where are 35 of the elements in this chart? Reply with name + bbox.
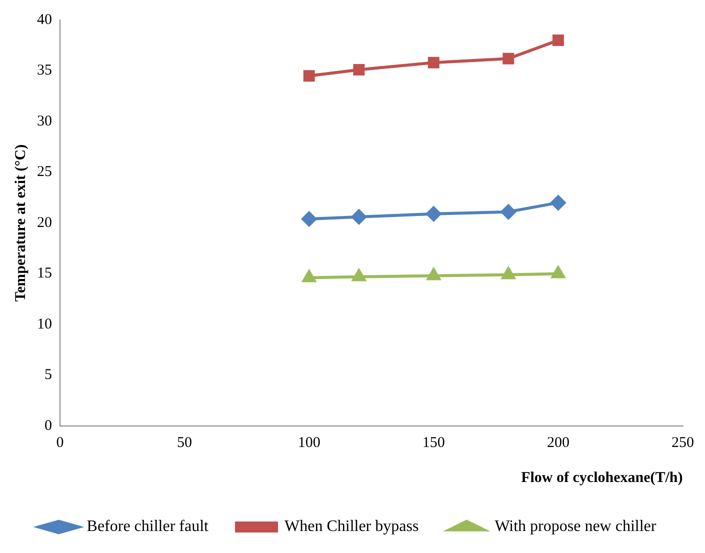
point: [303, 70, 315, 82]
point: [351, 209, 366, 224]
legend-label: With propose new chiller: [494, 518, 657, 536]
x-tick-label: 150: [422, 434, 445, 451]
x-tick-label: 50: [177, 434, 192, 451]
point: [552, 34, 564, 46]
x-tick-label: 100: [298, 434, 320, 451]
y-tick-label: 10: [37, 316, 52, 332]
point: [302, 211, 317, 226]
x-tick-label: 200: [546, 434, 570, 451]
y-tick-label: 5: [44, 367, 52, 384]
y-axis-title: Temperature at exit (°C): [12, 144, 29, 302]
y-tick-label: 35: [37, 62, 52, 79]
point: [426, 206, 442, 222]
y-tick-label: 40: [37, 12, 52, 28]
point: [426, 268, 440, 280]
point: [352, 269, 366, 282]
y-tick-label: 30: [37, 113, 52, 130]
x-axis-title: Flow of cyclohexane(T/h): [521, 470, 683, 486]
point: [428, 56, 440, 68]
point: [550, 195, 566, 210]
point: [353, 64, 365, 76]
y-tick-label: 0: [44, 418, 52, 434]
point: [502, 267, 516, 280]
x-tick-label: 250: [672, 434, 694, 451]
point: [302, 270, 316, 282]
y-tick-label: 25: [37, 164, 52, 180]
y-tick-label: 20: [37, 214, 52, 231]
point: [552, 266, 565, 278]
legend-label: When Chiller bypass: [284, 518, 419, 536]
y-tick-label: 15: [37, 266, 52, 282]
x-tick-label: 0: [56, 434, 64, 451]
point: [502, 52, 514, 64]
legend-label: Before chiller fault: [86, 518, 210, 536]
point: [500, 204, 516, 220]
